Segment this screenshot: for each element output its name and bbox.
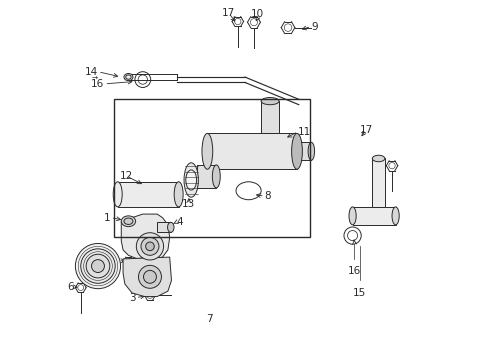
Circle shape [144,270,156,283]
Ellipse shape [212,165,220,188]
Text: 10: 10 [251,9,264,19]
Text: 1: 1 [104,213,111,222]
Circle shape [139,265,161,288]
Bar [118,182,179,207]
Circle shape [146,242,154,251]
Ellipse shape [308,142,315,160]
Text: 12: 12 [120,171,133,181]
Ellipse shape [113,182,122,207]
Bar [297,142,311,160]
Ellipse shape [126,75,131,79]
Text: 5: 5 [79,254,85,264]
Circle shape [141,237,159,255]
Ellipse shape [372,155,385,162]
Ellipse shape [184,163,198,197]
Ellipse shape [292,134,302,169]
Text: 2: 2 [112,256,119,266]
Bar [196,165,216,188]
Ellipse shape [124,218,133,225]
Bar [207,134,297,169]
Text: 16: 16 [348,266,361,276]
Text: 8: 8 [265,191,271,201]
Bar [372,158,385,207]
Text: 7: 7 [206,314,213,324]
Text: 6: 6 [67,282,74,292]
Polygon shape [122,214,170,259]
Text: 14: 14 [85,67,98,77]
Ellipse shape [349,207,356,225]
Text: 13: 13 [182,199,196,210]
Ellipse shape [202,134,213,169]
Text: 3: 3 [129,293,136,303]
Text: 11: 11 [298,127,311,136]
Text: 9: 9 [311,22,318,32]
Ellipse shape [122,216,136,226]
Polygon shape [123,257,172,297]
Text: →: → [92,76,98,82]
Circle shape [86,254,110,278]
Ellipse shape [124,73,133,81]
Text: 4: 4 [176,217,183,227]
Ellipse shape [261,98,279,105]
Text: 17: 17 [360,125,373,135]
Circle shape [92,260,104,273]
Text: 16: 16 [91,79,104,89]
Circle shape [81,249,115,283]
Ellipse shape [186,170,196,190]
Bar [261,101,279,134]
Bar [353,207,395,225]
Bar [157,222,171,232]
Circle shape [136,233,164,260]
Ellipse shape [392,207,399,225]
Ellipse shape [168,222,174,232]
Text: 17: 17 [222,8,236,18]
Bar [114,99,310,237]
Ellipse shape [174,182,183,207]
Text: 15: 15 [353,288,367,298]
Circle shape [75,243,121,289]
